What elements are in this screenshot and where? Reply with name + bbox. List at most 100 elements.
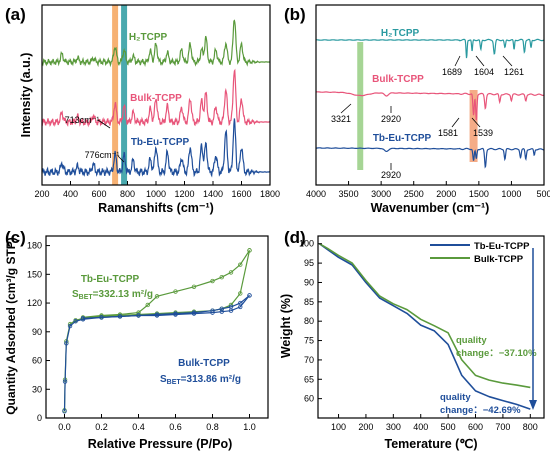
- isotherm-point: [210, 308, 215, 313]
- sbet-tbeu-s: S: [72, 289, 79, 300]
- band-1581: [469, 90, 478, 162]
- quality-blue-line1: quality: [440, 392, 471, 403]
- b-xtick-label: 1500: [469, 189, 489, 199]
- d-xtick-label: 200: [358, 422, 373, 432]
- panel-c: 0.0 0.2 0.4 0.6 0.8 1.0 0 30 60 90 120 150 180 (c) R…: [4, 228, 269, 451]
- c-xtick-label: 0.8: [206, 422, 219, 432]
- a-xtick-label: 1200: [174, 189, 194, 199]
- isotherm-point: [145, 302, 150, 308]
- ftir-series-1: [316, 91, 544, 121]
- band-776: [121, 5, 128, 185]
- a-xtick-label: 1400: [203, 189, 223, 199]
- isotherm-point: [210, 278, 215, 284]
- panel-a-ylabel: Intensity (a.u.): [19, 53, 33, 138]
- sbet-tbeu-val: =332.13 m²/g: [93, 289, 153, 300]
- legend-h2tcpp-b: H₂TCPP: [381, 28, 420, 39]
- annotation-1604: 1604: [474, 67, 494, 77]
- b-xtick-label: 1000: [501, 189, 521, 199]
- band-3321: [357, 42, 364, 170]
- tga-series-0: [318, 243, 531, 410]
- isotherm-point: [238, 300, 243, 306]
- b-xtick-label: 4000: [306, 189, 326, 199]
- isotherm-point: [117, 314, 123, 319]
- raman-series-0: [42, 19, 270, 68]
- panel-d-xlabel: Temerature (℃): [385, 437, 478, 451]
- d-xtick-label: 800: [523, 422, 538, 432]
- panel-d-ylabel: Weight (%): [279, 294, 293, 358]
- d-ytick-label: 100: [299, 239, 314, 249]
- a-xtick-label: 1000: [146, 189, 166, 199]
- d-xtick-label: 600: [468, 422, 483, 432]
- panel-c-xlabel: Relative Pressure (P/Po): [88, 437, 233, 451]
- legend-tbeu-c: Tb-Eu-TCPP: [81, 274, 140, 285]
- annotation-3321: 3321: [331, 114, 351, 124]
- c-xtick-label: 0.4: [132, 422, 145, 432]
- panel-c-letter: (c): [5, 228, 26, 247]
- c-xtick-label: 0.2: [95, 422, 108, 432]
- legend-h2tcpp-a: H₂TCPP: [129, 32, 168, 43]
- panel-a: 200 400 600 800 1000 1200 1400 1600 1800 (a) Ram…: [5, 4, 280, 215]
- isotherm-point: [191, 284, 197, 289]
- tga-series-1: [319, 243, 531, 389]
- isotherm-point: [64, 341, 69, 346]
- isotherm-point: [154, 294, 160, 299]
- isotherm-point: [228, 304, 234, 310]
- band-713: [112, 5, 119, 185]
- d-xtick-label: 500: [441, 422, 456, 432]
- legend-bulk-b: Bulk-TCPP: [372, 74, 424, 85]
- sbet-bulk-val: =313.86 m²/g: [181, 374, 241, 385]
- legend-bulk-c: Bulk-TCPP: [178, 358, 230, 369]
- d-ytick-label: 95: [304, 258, 314, 268]
- isotherm-point: [62, 379, 68, 384]
- b-xtick-label: 3500: [339, 189, 359, 199]
- b-xtick-label: 3000: [371, 189, 391, 199]
- quality-blue-line2: change：−42.69%: [440, 405, 521, 416]
- b-xtick-label: 2500: [404, 189, 424, 199]
- c-ytick-label: 0: [37, 413, 42, 423]
- a-xtick-label: 1600: [231, 189, 251, 199]
- sbet-bulk-sub: BET: [167, 379, 182, 386]
- panel-d: 100 200 300 400 500 600 700 800 60 65 70 75 80 85 90 95…: [279, 228, 545, 451]
- d-ytick-label: 60: [304, 394, 314, 404]
- ftir-series-0: [316, 38, 544, 59]
- c-xtick-label: 0.6: [169, 422, 182, 432]
- quality-green-line1: quality: [456, 335, 487, 346]
- legend-bulk-d: Bulk-TCPP: [474, 254, 524, 265]
- isotherm-point: [219, 274, 224, 280]
- isotherm-point: [136, 313, 141, 318]
- a-xtick-label: 800: [120, 189, 135, 199]
- isotherm-point: [219, 309, 224, 314]
- annotation-1689: 1689: [442, 67, 462, 77]
- panel-a-xlabel: Ramanshifts (cm⁻¹): [98, 201, 214, 215]
- isotherm-point: [247, 293, 252, 298]
- c-xtick-label: 1.0: [243, 422, 256, 432]
- isotherm-point: [173, 289, 178, 294]
- isotherm-point: [219, 306, 224, 311]
- panel-b-xlabel: Wavenumber (cm⁻¹): [371, 201, 490, 215]
- arrow-713: [97, 119, 111, 129]
- a-xtick-label: 1800: [260, 189, 280, 199]
- annotation-2920-tbeu: 2920: [381, 170, 401, 180]
- a-xtick-label: 600: [91, 189, 106, 199]
- d-xtick-label: 300: [386, 422, 401, 432]
- a-xtick-label: 400: [63, 189, 78, 199]
- annotation-2920-bulk: 2920: [381, 114, 401, 124]
- d-xtick-label: 400: [413, 422, 428, 432]
- d-ytick-label: 75: [304, 336, 314, 346]
- legend-bulk-a: Bulk-TCPP: [130, 93, 182, 104]
- raman-series-2: [42, 118, 270, 178]
- isotherm-point: [173, 311, 178, 316]
- b-xtick-label: 500: [536, 189, 550, 199]
- d-ytick-label: 70: [304, 355, 314, 365]
- sbet-bulk-s: S: [160, 374, 167, 385]
- annotation-1261: 1261: [504, 67, 524, 77]
- d-ytick-label: 65: [304, 374, 314, 384]
- d-ytick-label: 90: [304, 277, 314, 287]
- panel-d-letter: (d): [284, 228, 306, 247]
- c-ytick-label: 180: [27, 241, 42, 251]
- legend-tbeu-d: Tb-Eu-TCPP: [474, 241, 530, 252]
- c-ytick-label: 90: [32, 327, 42, 337]
- ftir-series-2: [316, 147, 544, 169]
- panel-c-ylabel: Quantity Adsorbed (cm³/g STP): [4, 237, 18, 415]
